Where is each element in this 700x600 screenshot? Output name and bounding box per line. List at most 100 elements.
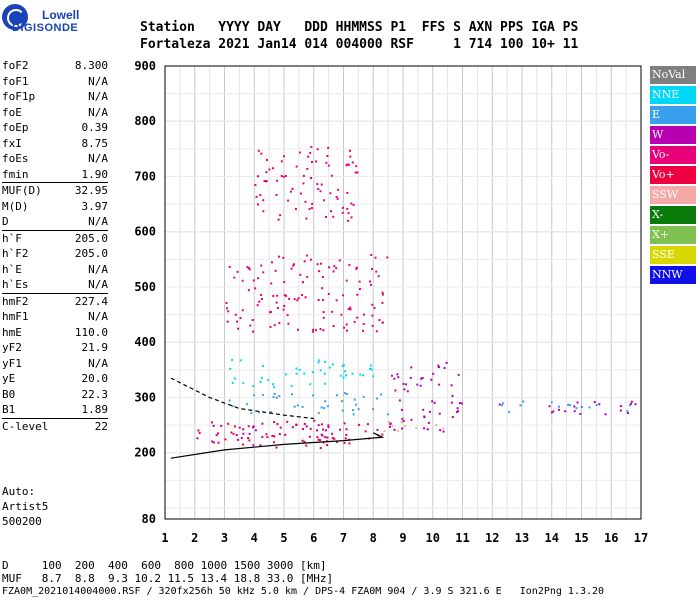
data-point [336, 394, 339, 397]
param-name: yF2 [2, 341, 22, 354]
data-point [233, 425, 236, 428]
data-point [346, 191, 349, 194]
data-point [349, 306, 352, 309]
data-point [341, 364, 344, 367]
data-point [353, 398, 356, 401]
data-point [296, 328, 299, 331]
data-point [626, 412, 629, 415]
data-point [324, 436, 327, 439]
data-point [371, 303, 374, 306]
data-point [579, 412, 582, 415]
data-point [358, 287, 361, 290]
data-point [573, 410, 576, 413]
data-point [251, 330, 254, 333]
data-point [230, 431, 233, 434]
param-row: foF1 N/A [2, 74, 108, 90]
data-point [431, 400, 434, 403]
data-point [254, 184, 257, 187]
data-point [275, 446, 278, 449]
data-point [345, 164, 348, 167]
param-value: 227.4 [74, 294, 108, 308]
data-point [265, 433, 268, 436]
data-point [273, 435, 276, 438]
data-point [457, 373, 460, 376]
data-point [330, 174, 333, 177]
x-tick-label: 16 [604, 531, 618, 545]
data-point [372, 375, 375, 378]
data-point [247, 437, 250, 440]
data-point [308, 435, 311, 438]
data-point [284, 373, 287, 376]
param-row: yE 20.0 [2, 371, 108, 387]
data-point [320, 423, 323, 426]
data-point [310, 160, 313, 163]
data-point [372, 408, 375, 411]
data-point [260, 376, 263, 379]
data-point [342, 376, 345, 379]
param-value: 3.97 [81, 199, 109, 213]
param-name: M(D) [2, 199, 29, 213]
y-tick-label: 700 [134, 169, 156, 183]
data-point [419, 384, 422, 387]
data-point [322, 441, 325, 444]
data-point [341, 409, 344, 412]
data-point [309, 151, 312, 154]
param-value: 22 [94, 419, 108, 433]
data-point [388, 420, 391, 423]
data-point [286, 420, 289, 423]
data-point [285, 294, 288, 297]
data-point [373, 306, 376, 309]
data-point [370, 253, 373, 256]
param-value: N/A [88, 356, 108, 370]
data-point [370, 368, 373, 371]
y-tick-label: 800 [134, 114, 156, 128]
data-point [355, 266, 358, 269]
data-point [364, 430, 367, 433]
data-point [358, 280, 361, 283]
x-tick-label: 6 [310, 531, 317, 545]
data-point [242, 428, 245, 431]
data-point [257, 277, 260, 280]
data-point [284, 175, 287, 178]
param-row: h`F 205.0 [2, 229, 108, 247]
data-point [280, 160, 283, 163]
data-point [328, 266, 331, 269]
data-point [273, 441, 276, 444]
data-point [321, 434, 324, 437]
data-point [299, 192, 302, 195]
data-point [282, 155, 285, 158]
footer-file-info: FZA0M_2021014004000.RSF / 320fx256h 50 k… [2, 586, 605, 597]
data-point [271, 383, 274, 386]
data-point [295, 372, 298, 375]
param-row: foF1p N/A [2, 89, 108, 105]
param-value: N/A [88, 215, 108, 228]
data-point [272, 167, 275, 170]
data-point [381, 301, 384, 304]
data-point [522, 400, 525, 403]
data-point [327, 146, 330, 149]
data-point [458, 402, 461, 405]
data-point [317, 361, 320, 364]
data-point [576, 401, 579, 404]
data-point [240, 437, 243, 440]
data-point [567, 403, 570, 406]
data-point [247, 267, 250, 270]
data-point [224, 438, 227, 441]
param-value: 205.0 [74, 247, 108, 260]
data-point [252, 444, 255, 447]
param-value: 110.0 [74, 325, 108, 339]
data-point [302, 428, 305, 431]
x-tick-label: 3 [221, 531, 228, 545]
data-point [628, 404, 631, 407]
data-point [331, 437, 334, 440]
param-value: N/A [88, 90, 108, 103]
data-point [558, 408, 561, 411]
param-row: hmE 110.0 [2, 325, 108, 341]
data-point [274, 269, 277, 272]
data-point [265, 158, 268, 161]
param-value: 22.3 [81, 387, 109, 401]
data-point [343, 422, 346, 425]
data-point [347, 212, 350, 215]
data-point [279, 426, 282, 429]
data-point [451, 394, 454, 397]
